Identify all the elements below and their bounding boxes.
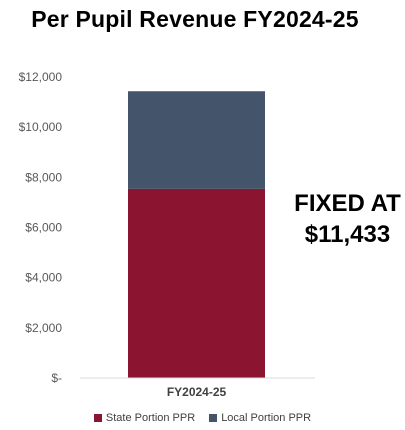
annotation-line-1: FIXED AT [294,190,401,217]
legend-item-state: State Portion PPR [93,412,196,424]
y-tick-label: $4,000 [25,271,62,285]
x-category-label: FY2024-25 [167,385,227,399]
y-tick-label: $6,000 [25,221,62,235]
fixed-amount-annotation: FIXED AT $11,433 [290,188,405,250]
legend-label-local: Local Portion PPR [221,412,312,424]
legend-item-local: Local Portion PPR [209,412,311,424]
chart-title: Per Pupil Revenue FY2024-25 [31,6,359,32]
legend-label-state: State Portion PPR [105,412,196,424]
chart-legend: State Portion PPR Local Portion PPR [0,412,405,424]
annotation-line-2: $11,433 [304,221,391,248]
legend-swatch-state [93,414,102,422]
y-tick-label: $- [51,371,62,385]
y-tick-label: $8,000 [25,170,62,184]
y-tick-label: $12,000 [19,70,63,84]
y-tick-label: $2,000 [25,321,62,335]
legend-swatch-local [209,414,218,422]
bar-segment-state [128,188,265,378]
y-tick-label: $10,000 [19,120,63,134]
bar-segment-local [128,91,265,189]
